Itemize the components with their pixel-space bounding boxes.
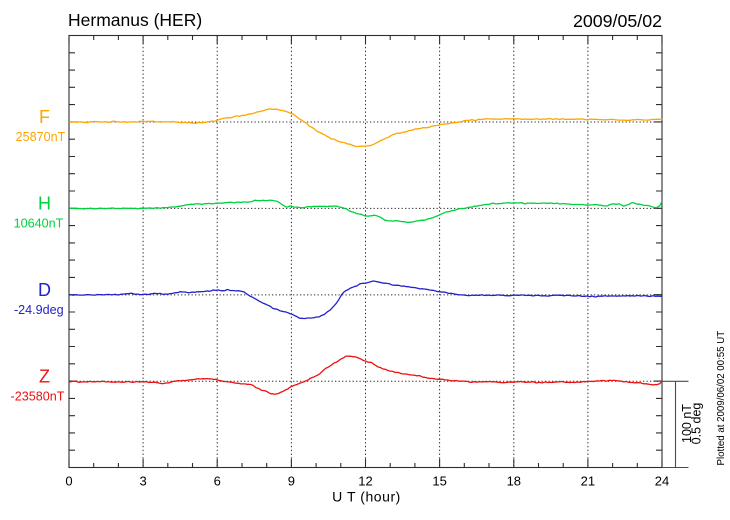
svg-text:6: 6 bbox=[214, 474, 221, 489]
svg-text:12: 12 bbox=[358, 474, 372, 489]
svg-text:0: 0 bbox=[65, 474, 72, 489]
svg-text:18: 18 bbox=[507, 474, 521, 489]
svg-text:2009/05/02: 2009/05/02 bbox=[573, 11, 662, 31]
svg-text:9: 9 bbox=[288, 474, 295, 489]
svg-text:25870nT: 25870nT bbox=[16, 130, 66, 144]
svg-text:15: 15 bbox=[432, 474, 446, 489]
svg-text:21: 21 bbox=[581, 474, 595, 489]
svg-text:-23580nT: -23580nT bbox=[11, 389, 65, 403]
svg-text:24: 24 bbox=[655, 474, 669, 489]
svg-text:-24.9deg: -24.9deg bbox=[14, 303, 64, 317]
svg-text:Hermanus (HER): Hermanus (HER) bbox=[68, 10, 202, 30]
svg-text:U T (hour): U T (hour) bbox=[332, 489, 401, 505]
svg-text:Z: Z bbox=[39, 366, 50, 386]
svg-text:3: 3 bbox=[139, 474, 146, 489]
svg-text:Plotted at 2009/06/02 00:55 UT: Plotted at 2009/06/02 00:55 UT bbox=[716, 331, 727, 466]
svg-text:H: H bbox=[38, 193, 51, 213]
svg-text:F: F bbox=[39, 107, 50, 127]
svg-text:100 nT: 100 nT bbox=[680, 404, 694, 443]
svg-text:0.5 deg: 0.5 deg bbox=[690, 403, 704, 445]
svg-text:10640nT: 10640nT bbox=[14, 216, 64, 230]
svg-text:D: D bbox=[38, 280, 51, 300]
